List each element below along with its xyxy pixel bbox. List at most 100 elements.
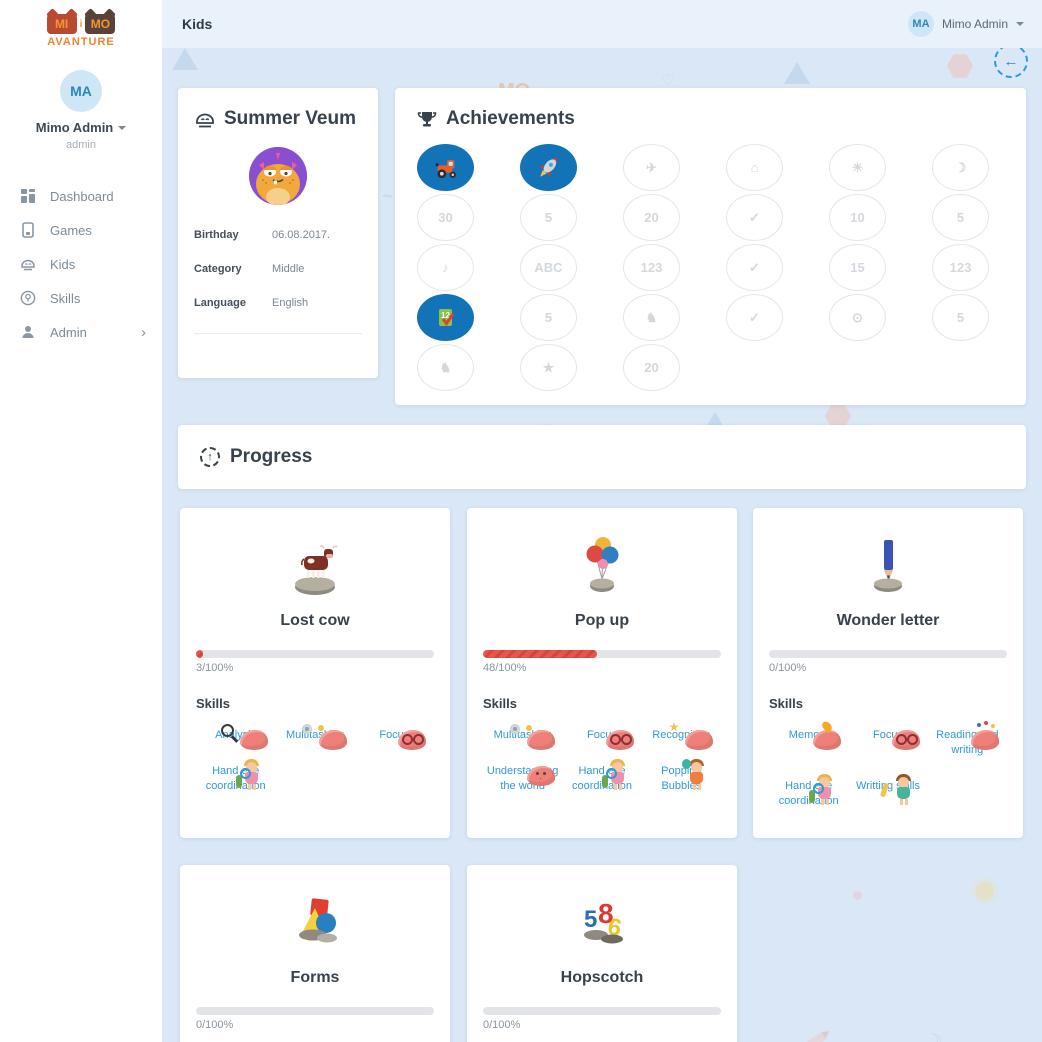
- achievement-badge-pencil-5: 5: [932, 194, 989, 241]
- logo-mi-block: MI: [46, 14, 77, 34]
- badge-glyph: ⊙: [852, 309, 863, 325]
- profile-field-language: Language English: [194, 297, 362, 309]
- sidebar-user-name: Mimo Admin: [35, 120, 114, 135]
- sidebar-item-games[interactable]: Games: [0, 213, 162, 247]
- dashboard-icon: [21, 189, 35, 203]
- badge-glyph: 5: [956, 210, 965, 225]
- bg-pattern-shape: [799, 1030, 829, 1042]
- skill-reading-and-writing[interactable]: Reading and writing: [936, 729, 1000, 756]
- achievement-badge-balloons-check: ✓: [726, 194, 783, 241]
- badge-glyph: 5: [544, 210, 553, 225]
- kid-name: Summer Veum: [224, 108, 356, 129]
- achievement-badge-star-check: ★: [520, 344, 577, 391]
- game-card-lost-cow: Lost cow 3/100% Skills Analysis Multitas…: [180, 508, 450, 838]
- sidebar-item-kids[interactable]: Kids: [0, 247, 162, 281]
- skill-memory[interactable]: Memory: [769, 723, 848, 758]
- game-card-hopscotch: 5 8 6 Hopscotch 0/100% Skills: [467, 865, 737, 1042]
- badge-glyph: ✓: [749, 309, 760, 325]
- kids-icon: [21, 259, 35, 271]
- skill-focus[interactable]: Focus: [562, 723, 641, 750]
- progress-label: 0/100%: [483, 1019, 521, 1031]
- topbar-user-name: Mimo Admin: [941, 17, 1008, 31]
- bg-pattern-shape: [172, 48, 198, 70]
- sidebar-item-skills[interactable]: Skills: [0, 281, 162, 315]
- svg-text:12: 12: [441, 311, 450, 320]
- sidebar-item-label: Admin: [50, 324, 87, 340]
- sidebar-user-role: admin: [66, 139, 96, 151]
- skill-writing-skills[interactable]: Writting skills: [848, 773, 927, 809]
- achievement-badge-123-trophy: 123: [623, 244, 680, 291]
- game-title: Hopscotch: [560, 969, 644, 986]
- field-label: Category: [194, 262, 242, 275]
- skill-understanding-the-world[interactable]: Understanding the world: [486, 764, 559, 792]
- game-title: Lost cow: [280, 612, 350, 629]
- badge-glyph: ☽: [954, 159, 967, 175]
- achievements-title: Achievements: [446, 108, 575, 129]
- svg-text:5: 5: [584, 906, 597, 933]
- bg-pattern-shape: ☽: [923, 1029, 943, 1042]
- skills-heading: Skills: [769, 696, 803, 711]
- chevron-down-icon: [118, 125, 127, 134]
- badge-glyph: ABC: [534, 260, 563, 275]
- logo-i-text: i: [79, 18, 83, 30]
- skills-heading: Skills: [196, 696, 230, 711]
- skill-popping-bubbles[interactable]: Popping Bubbles: [642, 758, 721, 794]
- bg-pattern-shape: [825, 404, 851, 428]
- achievement-badge-trophy-15: 15: [829, 244, 886, 291]
- progress-bar: [196, 650, 434, 658]
- progress-header: ↑ Progress: [178, 425, 1026, 489]
- skill-hand-eye-coordination[interactable]: Hand eye coordination: [562, 758, 641, 794]
- skill-focus[interactable]: Focus: [848, 723, 927, 758]
- skill-focus[interactable]: Focus: [355, 723, 434, 750]
- skill-recognition[interactable]: Recognition: [642, 723, 721, 750]
- topbar-user-menu[interactable]: MA Mimo Admin: [907, 11, 1024, 37]
- game-card-forms: Forms 0/100% Skills: [180, 865, 450, 1042]
- games-icon: [22, 222, 34, 238]
- badge-glyph: 123: [640, 260, 663, 275]
- achievement-badge-sun: ☀: [829, 144, 886, 191]
- logo-mo-block: MO: [85, 14, 116, 34]
- achievement-badge-numbers-123: 123: [932, 244, 989, 291]
- back-button[interactable]: ←: [994, 48, 1028, 78]
- achievement-badge-chat-10: 10: [829, 194, 886, 241]
- achievement-badge-numbers-check: 12: [417, 294, 474, 341]
- numbers-check-icon: 12: [438, 308, 454, 326]
- achievements-card: Achievements: [395, 88, 1026, 405]
- topbar: Kids MA Mimo Admin: [162, 0, 1042, 48]
- skill-hand-eye-coordination[interactable]: Hand eye coordination: [769, 773, 848, 809]
- badge-glyph: ☀: [851, 159, 864, 175]
- sidebar-item-admin[interactable]: Admin ›: [0, 315, 162, 349]
- app-logo: MI i MO: [0, 14, 162, 34]
- sidebar-user-menu[interactable]: Mimo Admin: [0, 120, 162, 135]
- avatar-initials: MA: [70, 83, 92, 99]
- skills-icon: [20, 290, 36, 306]
- field-value: 06.08.2017.: [272, 228, 331, 241]
- achievements-grid: ✈ ⌂ ☀ ☽ 30 5 20 ✓ 10 5 ♪ ABC 123 ✓ 15 12…: [417, 144, 1004, 391]
- achievement-badge-cow-check: ✓: [726, 294, 783, 341]
- bg-pattern-shape: [947, 54, 973, 78]
- sidebar: MI i MO AVANTURE MA Mimo Admin admin Das…: [0, 0, 162, 1042]
- tractor-icon: [435, 159, 456, 178]
- progress-bar: [483, 650, 721, 658]
- achievement-badge-number-5: 5: [932, 294, 989, 341]
- achievement-badge-balloons-5: 5: [520, 194, 577, 241]
- skill-hand-eye-coordination[interactable]: Hand eye coordination: [196, 758, 275, 794]
- achievement-badge-moose-clock: ⊙: [829, 294, 886, 341]
- skill-multitasking[interactable]: Multitasking: [483, 723, 562, 750]
- skill-multitasking[interactable]: Multitasking: [275, 723, 354, 750]
- pencil-icon: [874, 540, 902, 592]
- trophy-icon: [417, 112, 437, 127]
- badge-glyph: ✓: [749, 259, 760, 275]
- skills-heading: Skills: [483, 696, 517, 711]
- badge-glyph: 123: [949, 260, 972, 275]
- chevron-right-icon: ›: [141, 323, 146, 341]
- sidebar-item-dashboard[interactable]: Dashboard: [0, 179, 162, 213]
- profile-field-birthday: Birthday 06.08.2017.: [194, 229, 362, 241]
- achievement-badge-tractor: [417, 144, 474, 191]
- progress-label: 0/100%: [769, 662, 807, 674]
- game-title: Pop up: [574, 612, 630, 629]
- progress-label: 0/100%: [196, 1019, 234, 1031]
- sidebar-item-label: Kids: [50, 256, 76, 272]
- achievement-badge-stars-20: 20: [623, 344, 680, 391]
- skill-analysis[interactable]: Analysis: [196, 723, 275, 750]
